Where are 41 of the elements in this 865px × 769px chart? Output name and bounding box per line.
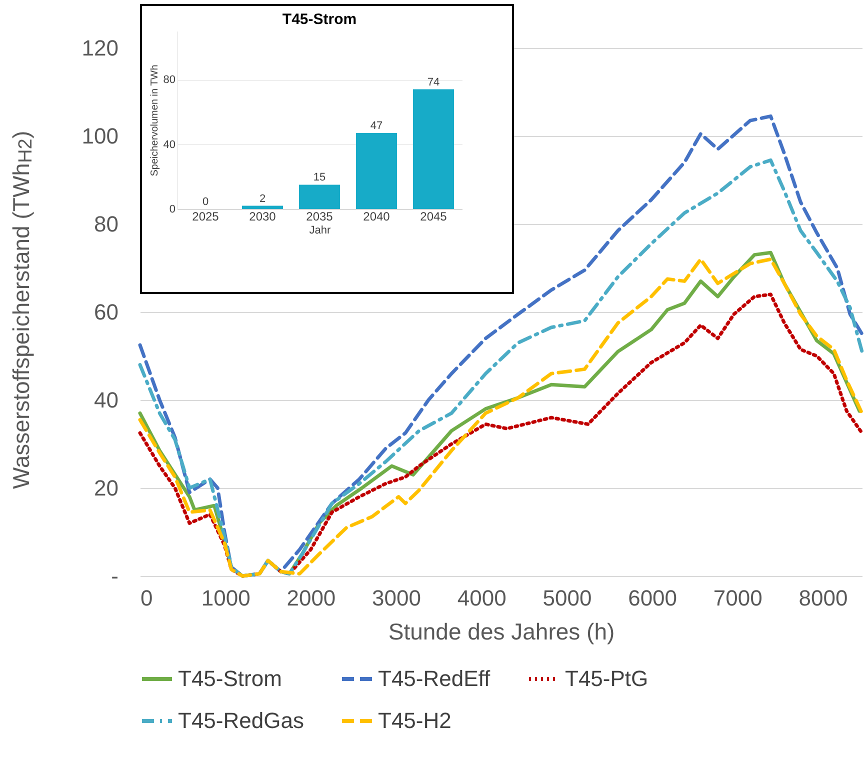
y-tick-label: 40 (94, 388, 118, 412)
y-tick-label: 40 (163, 138, 176, 151)
x-tick-label: 2025 (192, 210, 220, 224)
x-tick-label: 2000 (286, 586, 336, 610)
y-tick-label: 20 (94, 476, 118, 500)
bar (298, 184, 340, 209)
x-tick-label: 8000 (798, 586, 848, 610)
x-axis-title: Stunde des Jahres (h) (388, 618, 615, 644)
y-tick-label: - (111, 564, 118, 588)
x-tick-label: 1000 (201, 586, 250, 610)
data-label: 0 (202, 196, 209, 208)
chart-title: T45-Strom (282, 11, 357, 28)
x-axis-title: Jahr (309, 224, 332, 236)
x-tick-label: 0 (140, 586, 153, 610)
y-axis-title: Speichervolumen in TWh (149, 64, 160, 176)
data-label: 47 (370, 120, 383, 132)
data-label: 2 (259, 192, 266, 205)
x-tick-label: 4000 (457, 586, 506, 610)
x-tick-label: 2045 (420, 210, 448, 224)
legend-label: T45-H2 (378, 708, 452, 733)
y-tick-label: 120 (82, 36, 118, 60)
legend-label: T45-RedEff (378, 666, 491, 691)
y-tick-label: 60 (94, 300, 118, 324)
bar (356, 132, 398, 209)
legend-label: T45-PtG (565, 666, 648, 691)
x-tick-label: 2040 (363, 210, 390, 224)
y-tick-label: 80 (94, 212, 118, 236)
x-tick-label: 2035 (306, 210, 334, 224)
y-tick-label: 80 (163, 74, 176, 86)
bar (412, 89, 454, 209)
x-tick-label: 7000 (713, 586, 762, 610)
data-label: 74 (427, 76, 440, 88)
data-label: 15 (313, 172, 326, 184)
x-tick-label: 3000 (372, 586, 422, 610)
x-tick-label: 2030 (249, 210, 276, 224)
x-tick-label: 6000 (628, 586, 678, 610)
bar (242, 206, 284, 209)
x-tick-label: 5000 (542, 586, 592, 610)
legend-label: T45-Strom (178, 666, 282, 691)
y-tick-label: 100 (82, 124, 118, 148)
legend-label: T45-RedGas (178, 708, 304, 733)
